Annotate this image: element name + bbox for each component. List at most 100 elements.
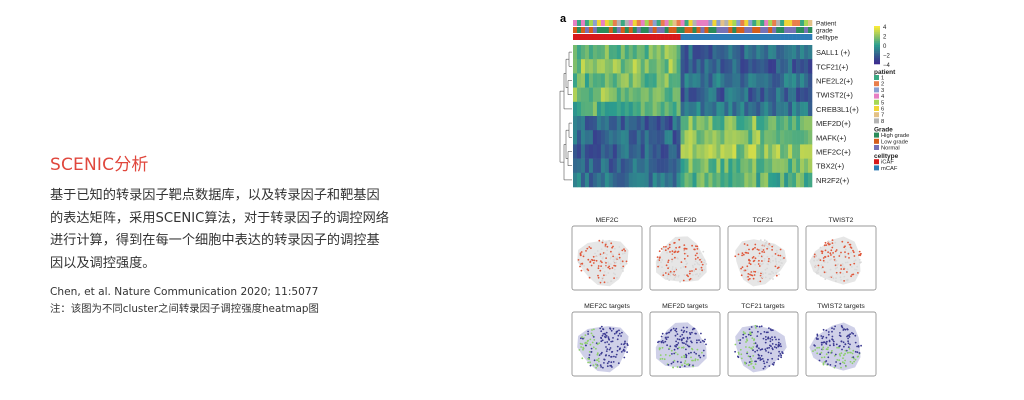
tsne-point [763,251,766,254]
tsne-point [675,340,677,343]
tsne-point [612,258,615,261]
tsne-point [831,327,833,330]
heatmap-cell [752,101,757,117]
tsne-point [739,339,742,341]
tsne-point [841,348,843,351]
heatmap-cell [604,130,610,145]
tsne-point [762,272,764,275]
tsne-point [676,338,679,340]
tsne-point [705,263,708,265]
heatmap-cell [784,172,789,188]
tsne-point [685,356,688,359]
heatmap-cell [780,45,785,60]
tsne-point [842,272,844,275]
heatmap-cell [776,116,781,131]
heatmap-cell [652,130,657,145]
tsne-point [759,262,762,265]
heatmap-cell [708,172,713,188]
heatmap-cell [700,158,705,174]
tsne-point [608,265,611,268]
heatmap-cell [756,158,761,174]
tsne-point [851,273,854,276]
heatmap-cell [784,59,789,74]
tsne-point [845,365,847,368]
tsne-point [668,266,671,268]
grade-annotation-cell [636,27,642,33]
tsne-point [673,359,676,362]
heatmap-cell [700,45,705,60]
heatmap-cell [604,73,610,88]
tsne-point [840,340,843,343]
celltype-annotation-cell [616,34,622,40]
scale-swatch [874,48,880,51]
regulon-label: MAFK(+) [816,133,847,142]
tsne-point [777,358,780,361]
tsne-point [853,357,855,360]
heatmap-cell [600,59,606,74]
heatmap-cell [716,87,721,103]
tsne-point [617,334,620,337]
celltype-legend-swatch [874,159,879,165]
tsne-point [826,261,829,264]
celltype-annotation-cell [600,34,606,40]
heatmap-cell [772,87,777,103]
heatmap-cell [700,116,705,131]
grade-annotation-cell [624,27,630,33]
tsne-point [775,249,778,252]
heatmap-cell [740,87,745,103]
tsne-point [844,352,846,355]
heatmap-cell [640,45,645,60]
tsne-point [857,345,860,347]
tsne-point [601,241,604,244]
heatmap-cell [696,59,701,74]
heatmap-cell [612,130,618,145]
tsne-point [593,259,596,262]
tsne-point [613,268,616,271]
heatmap-cell [768,172,773,188]
celltype-annotation-cell [772,34,777,40]
heatmap-cell [720,158,725,174]
celltype-annotation-cell [776,34,781,40]
celltype-annotation-cell [800,34,805,40]
heatmap-cell [600,144,606,159]
tsne-point [844,349,847,352]
tsne-point [694,260,697,263]
patient-annotation-cell [573,20,578,26]
heatmap-cell [608,101,614,117]
tsne-point [590,332,593,335]
heatmap-cell [796,158,801,174]
heatmap-cell [716,59,721,74]
celltype-annotation-cell [724,34,729,40]
patient-annotation-cell [680,20,685,26]
heatmap-cell [704,158,709,174]
tsne-point [682,279,685,282]
tsne-point [816,259,818,262]
tsne-point [603,362,605,364]
heatmap-cell [788,87,793,103]
tsne-point [681,333,684,336]
tsne-point [745,341,747,343]
tsne-point [591,341,594,344]
tsne-point [684,266,687,268]
tsne-point [691,331,693,334]
heatmap-cell [636,130,642,145]
celltype-legend-title: celltype [874,153,899,160]
heatmap-cell [604,45,610,60]
heatmap-cell [600,73,606,88]
tsne-point [604,252,606,255]
patient-annotation-cell [580,20,586,26]
tsne-point [747,278,750,281]
heatmap-cell [624,59,630,74]
tsne-point [671,268,674,270]
tsne-point [693,351,696,354]
tsne-point [773,361,775,364]
tsne-point [841,361,844,364]
tsne-point [771,336,773,338]
heatmap-cell [768,45,773,60]
celltype-annotation-cell [708,34,713,40]
tsne-point [673,248,676,251]
tsne-point [836,346,838,349]
tsne-point [749,332,752,334]
tsne-point [607,336,610,338]
